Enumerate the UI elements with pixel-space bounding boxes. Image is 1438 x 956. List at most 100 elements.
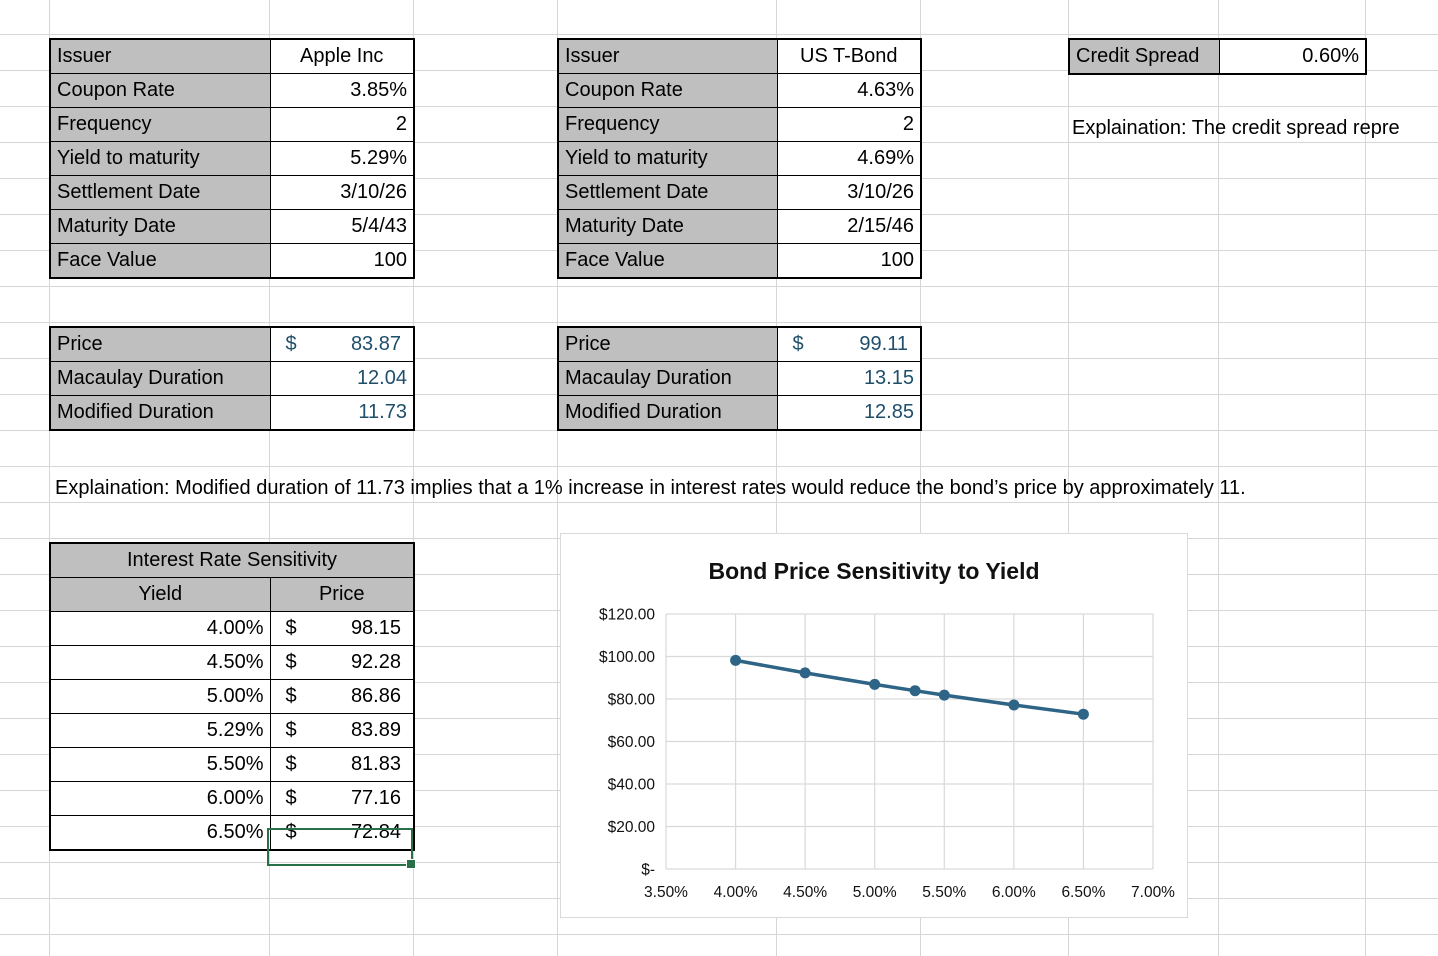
column-gridline [269,0,270,956]
cell-yield[interactable]: 4.50% [49,645,271,680]
cell-modified-value[interactable]: 11.73 [269,395,415,431]
cell-credit-spread-value[interactable]: 0.60% [1218,38,1367,75]
cell-frequency-label[interactable]: Frequency [49,107,271,142]
cell-issuer-label[interactable]: Issuer [557,38,778,74]
cell-macaulay-label[interactable]: Macaulay Duration [49,361,271,396]
cell-price[interactable]: $86.86 [269,679,415,714]
currency-symbol: $ [792,333,804,355]
cell-issuer-value[interactable]: US T-Bond [776,38,922,74]
cell-face-value-value[interactable]: 100 [776,243,922,279]
cell-price[interactable]: $83.89 [269,713,415,748]
credit-spread-explanation[interactable]: Explaination: The credit spread repre [1072,117,1400,139]
price-number: 72.84 [350,821,401,843]
cell-price-value[interactable]: $83.87 [269,326,415,362]
cell-settlement-value[interactable]: 3/10/26 [776,175,922,210]
table-row: Yield Price [49,577,415,612]
cell-maturity-label[interactable]: Maturity Date [557,209,778,244]
price-column-header[interactable]: Price [269,577,415,612]
cell-frequency-value[interactable]: 2 [776,107,922,142]
cell-yield[interactable]: 5.50% [49,747,271,782]
table-row: Settlement Date 3/10/26 [49,175,415,210]
tbond-table: Issuer US T-Bond Coupon Rate 4.63% Frequen… [557,38,922,279]
cell-ytm-value[interactable]: 5.29% [269,141,415,176]
cell-modified-value[interactable]: 12.85 [776,395,922,431]
cell-frequency-label[interactable]: Frequency [557,107,778,142]
cell-settlement-label[interactable]: Settlement Date [557,175,778,210]
cell-price[interactable]: $72.84 [269,815,415,851]
cell-settlement-label[interactable]: Settlement Date [49,175,271,210]
svg-text:$20.00: $20.00 [608,819,656,836]
cell-coupon-rate-label[interactable]: Coupon Rate [49,73,271,108]
table-row: Maturity Date 2/15/46 [557,209,922,244]
table-row: 4.00% $98.15 [49,611,415,646]
price-number: 92.28 [350,651,401,673]
cell-yield[interactable]: 6.00% [49,781,271,816]
cell-yield[interactable]: 4.00% [49,611,271,646]
svg-text:$120.00: $120.00 [599,607,655,624]
cell-issuer-value[interactable]: Apple Inc [269,38,415,74]
cell-ytm-label[interactable]: Yield to maturity [49,141,271,176]
cell-coupon-rate-value[interactable]: 4.63% [776,73,922,108]
currency-symbol: $ [285,787,297,809]
cell-maturity-value[interactable]: 5/4/43 [269,209,415,244]
cell-yield[interactable]: 5.29% [49,713,271,748]
cell-face-value-label[interactable]: Face Value [49,243,271,279]
tbond-metrics-table: Price $99.11 Macaulay Duration 13.15 Modi… [557,326,922,431]
table-row: Modified Duration 12.85 [557,395,922,431]
cell-coupon-rate-value[interactable]: 3.85% [269,73,415,108]
cell-credit-spread-label[interactable]: Credit Spread [1068,38,1220,75]
cell-coupon-rate-label[interactable]: Coupon Rate [557,73,778,108]
svg-text:$60.00: $60.00 [608,734,656,751]
cell-face-value-value[interactable]: 100 [269,243,415,279]
cell-price[interactable]: $77.16 [269,781,415,816]
cell-modified-label[interactable]: Modified Duration [557,395,778,431]
cell-maturity-label[interactable]: Maturity Date [49,209,271,244]
cell-macaulay-value[interactable]: 13.15 [776,361,922,396]
cell-ytm-value[interactable]: 4.69% [776,141,922,176]
table-row: 5.29% $83.89 [49,713,415,748]
svg-text:5.00%: 5.00% [853,884,897,901]
price-number: 98.15 [350,617,401,639]
svg-text:3.50%: 3.50% [644,884,688,901]
price-number: 81.83 [350,753,401,775]
cell-price-label[interactable]: Price [557,326,778,362]
bond-price-chart[interactable]: $120.00 $100.00 $80.00 $60.00 $40.00 $20.00 $-… [560,533,1188,918]
svg-text:5.50%: 5.50% [922,884,966,901]
cell-frequency-value[interactable]: 2 [269,107,415,142]
cell-macaulay-value[interactable]: 12.04 [269,361,415,396]
cell-maturity-value[interactable]: 2/15/46 [776,209,922,244]
cell-modified-label[interactable]: Modified Duration [49,395,271,431]
sensitivity-title[interactable]: Interest Rate Sensitivity [49,542,415,578]
credit-spread-table: Credit Spread 0.60% [1068,38,1367,75]
cell-yield[interactable]: 6.50% [49,815,271,851]
cell-price-label[interactable]: Price [49,326,271,362]
cell-macaulay-label[interactable]: Macaulay Duration [557,361,778,396]
apple-metrics-table: Price $83.87 Macaulay Duration 12.04 Modi… [49,326,415,431]
table-row: 4.50% $92.28 [49,645,415,680]
svg-text:Bond Price Sensitivity to Yiel: Bond Price Sensitivity to Yield [708,558,1039,584]
fill-handle[interactable] [406,859,416,869]
cell-price[interactable]: $98.15 [269,611,415,646]
cell-issuer-label[interactable]: Issuer [49,38,271,74]
cell-ytm-label[interactable]: Yield to maturity [557,141,778,176]
yield-column-header[interactable]: Yield [49,577,271,612]
cell-price[interactable]: $81.83 [269,747,415,782]
svg-text:4.00%: 4.00% [714,884,758,901]
apple-bond-table: Issuer Apple Inc Coupon Rate 3.85% Frequen… [49,38,415,279]
cell-price-value[interactable]: $99.11 [776,326,922,362]
active-cell-outline[interactable] [267,828,416,869]
table-row: Frequency 2 [557,107,922,142]
table-row: Coupon Rate 4.63% [557,73,922,108]
price-number: 86.86 [350,685,401,707]
cell-face-value-label[interactable]: Face Value [557,243,778,279]
duration-explanation[interactable]: Explaination: Modified duration of 11.73… [55,477,1246,499]
cell-settlement-value[interactable]: 3/10/26 [269,175,415,210]
chart-canvas: $120.00 $100.00 $80.00 $60.00 $40.00 $20.00 $-… [599,558,1175,901]
table-row: 5.50% $81.83 [49,747,415,782]
column-gridline [557,0,558,956]
column-gridline [1068,0,1069,956]
cell-yield[interactable]: 5.00% [49,679,271,714]
column-gridline [1365,0,1366,956]
cell-price[interactable]: $92.28 [269,645,415,680]
table-row: Face Value 100 [557,243,922,279]
